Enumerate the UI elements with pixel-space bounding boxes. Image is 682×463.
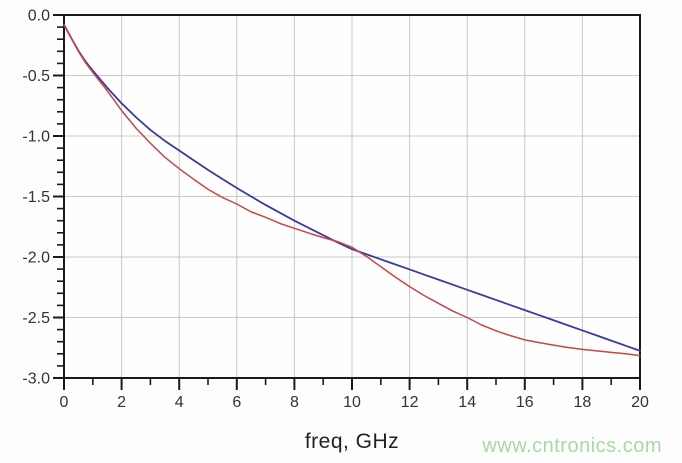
x-tick-label: 10 — [343, 394, 361, 411]
y-tick-label: -1.0 — [22, 129, 50, 146]
x-tick-label: 2 — [117, 394, 126, 411]
x-tick-label: 20 — [631, 394, 649, 411]
x-tick-label: 18 — [574, 394, 592, 411]
y-tick-label: -3.0 — [22, 371, 50, 388]
x-tick-label: 12 — [401, 394, 419, 411]
x-tick-label: 4 — [175, 394, 184, 411]
x-axis-title: freq, GHz — [304, 430, 400, 453]
x-tick-label: 0 — [60, 394, 69, 411]
measured-red-trace — [63, 23, 641, 357]
x-tick-label: 6 — [232, 394, 241, 411]
y-tick-label: -0.5 — [22, 68, 50, 85]
y-tick-label: -2.0 — [22, 250, 50, 267]
x-tick-label: 8 — [290, 394, 299, 411]
watermark-text: www.cntronics.com — [482, 435, 662, 457]
y-tick-label: 0.0 — [28, 8, 50, 25]
y-tick-label: -2.5 — [22, 310, 50, 327]
smooth-blue-trace — [63, 23, 641, 352]
x-tick-label: 14 — [458, 394, 476, 411]
y-tick-label: -1.5 — [22, 189, 50, 206]
x-tick-label: 16 — [516, 394, 534, 411]
